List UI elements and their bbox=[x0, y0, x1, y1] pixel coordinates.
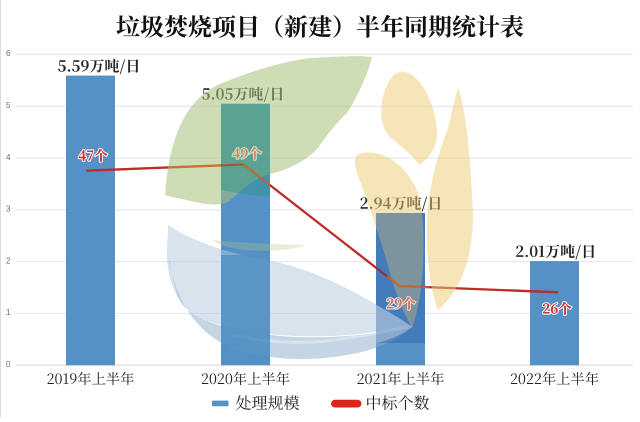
svg-text:3: 3 bbox=[6, 205, 11, 214]
svg-text:0: 0 bbox=[6, 360, 11, 369]
svg-text:6: 6 bbox=[6, 49, 11, 58]
svg-text:4: 4 bbox=[6, 153, 11, 162]
svg-text:1: 1 bbox=[6, 308, 11, 317]
svg-text:5: 5 bbox=[6, 101, 11, 110]
svg-text:2: 2 bbox=[6, 256, 11, 265]
